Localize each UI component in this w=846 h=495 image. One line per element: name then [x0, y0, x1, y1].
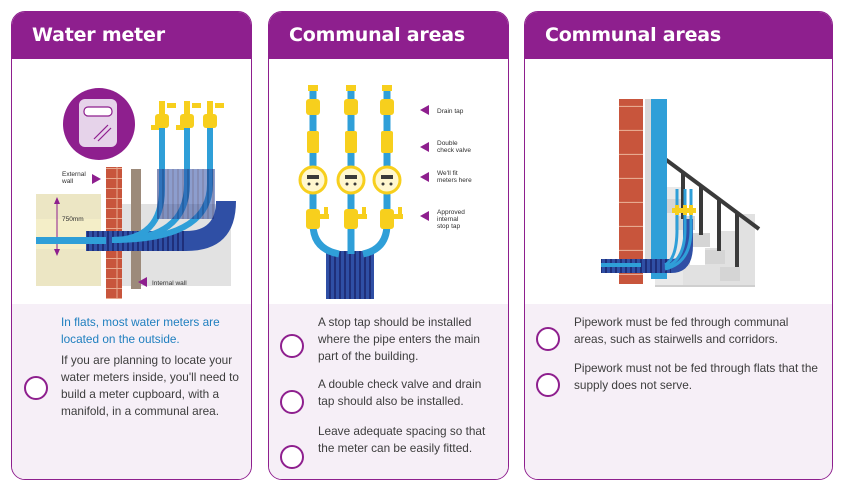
water-meter-illustration: 750mm — [12, 59, 251, 302]
bullet-circle — [280, 445, 304, 469]
communal-areas-text-panel-1: A stop tap should be installed where the… — [269, 304, 508, 479]
manifold-illustration: Drain tap Double check valve We'll fit met… — [269, 59, 508, 302]
card-communal-areas-2: Communal areas — [524, 11, 833, 480]
card-communal-areas-1: Communal areas — [268, 11, 509, 480]
communal-areas-text-panel-2: Pipework must be fed through communal ar… — [525, 304, 832, 479]
external-wall-label: External wall — [61, 171, 86, 185]
card-title: Communal areas — [269, 12, 508, 59]
stairwell-illustration — [525, 59, 832, 302]
list-item: Leave adequate spacing so that the meter… — [318, 424, 486, 455]
bullet-circle — [280, 390, 304, 414]
double-check-valve-label: Double check valve — [437, 140, 471, 154]
list-item: A stop tap should be installed where the… — [318, 315, 480, 363]
fit-meters-label: We'll fit meters here — [437, 170, 472, 184]
bullet-circle — [536, 327, 560, 351]
water-meter-text-panel: In flats, most water meters are located … — [12, 304, 251, 479]
highlight-text: In flats, most water meters are located … — [61, 315, 220, 346]
bullet-circle — [24, 376, 48, 400]
measure-label: 750mm — [62, 216, 84, 223]
card-title: Communal areas — [525, 12, 832, 59]
list-item: A double check valve and drain tap shoul… — [318, 377, 482, 408]
list-item: Pipework must be fed through communal ar… — [574, 315, 789, 346]
bullet-circle — [280, 334, 304, 358]
list-item: Pipework must not be fed through flats t… — [574, 361, 818, 392]
body-text: If you are planning to locate your water… — [61, 353, 239, 418]
drain-tap-label: Drain tap — [437, 108, 464, 115]
card-title: Water meter — [12, 12, 251, 59]
bullet-circle — [536, 373, 560, 397]
stop-tap-label: Approved internal stop tap — [437, 209, 465, 230]
internal-wall-label: Internal wall — [152, 280, 187, 287]
card-water-meter: Water meter — [11, 11, 252, 480]
